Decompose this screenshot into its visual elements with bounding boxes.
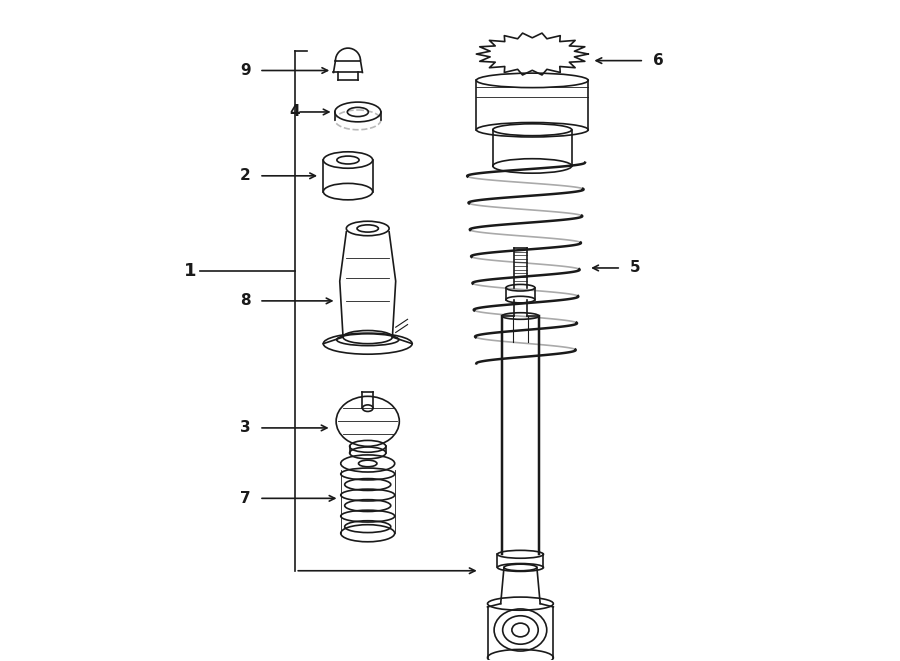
Text: 7: 7 (240, 491, 250, 506)
Text: 8: 8 (240, 293, 250, 309)
Text: 4: 4 (289, 104, 300, 120)
Text: 2: 2 (239, 169, 250, 183)
Text: 5: 5 (630, 260, 640, 276)
Text: 3: 3 (240, 420, 250, 436)
Text: 9: 9 (240, 63, 250, 78)
Text: 1: 1 (184, 262, 196, 280)
Text: 6: 6 (652, 53, 663, 68)
